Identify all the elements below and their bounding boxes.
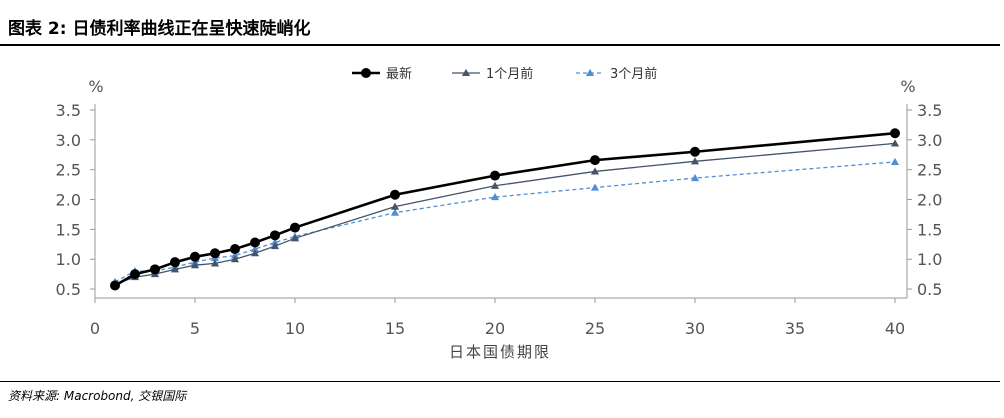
data-point <box>890 139 900 147</box>
data-point <box>110 280 120 291</box>
data-point <box>230 244 240 255</box>
y-tick-label-left: 3.5 <box>56 101 81 120</box>
y-tick-label-right: 1.0 <box>917 250 942 269</box>
series-1 <box>110 139 900 288</box>
legend-label: 1个月前 <box>486 66 533 82</box>
series-0 <box>110 128 900 291</box>
data-point <box>490 193 500 201</box>
y-unit-left: % <box>88 77 103 96</box>
y-tick-label-left: 1.5 <box>56 220 81 239</box>
y-tick-label-left: 1.0 <box>56 250 81 269</box>
data-point <box>190 261 200 269</box>
data-point <box>390 208 400 216</box>
data-point <box>190 251 200 262</box>
legend-marker <box>585 68 595 77</box>
data-point <box>150 264 160 275</box>
series-line <box>114 161 896 283</box>
data-point <box>590 183 600 191</box>
series-line <box>114 142 896 285</box>
y-tick-label-left: 2.5 <box>56 161 81 180</box>
data-point <box>390 202 400 210</box>
x-tick-label: 10 <box>285 319 305 338</box>
y-unit-right: % <box>900 77 915 96</box>
data-point <box>230 255 240 263</box>
x-tick-label: 30 <box>685 319 705 338</box>
data-point <box>590 167 600 175</box>
data-point <box>390 189 400 200</box>
data-point <box>130 269 140 280</box>
y-tick-label-right: 3.0 <box>917 131 942 150</box>
chart-title: 图表 2: 日债利率曲线正在呈快速陡峭化 <box>8 19 311 39</box>
data-point <box>890 128 900 139</box>
data-point <box>890 157 900 165</box>
legend-marker <box>461 68 471 77</box>
legend-item-2: 3个月前 <box>576 66 657 82</box>
data-point <box>270 230 280 241</box>
bottom-rule <box>0 381 1000 382</box>
top-rule <box>0 44 1000 46</box>
data-point <box>690 173 700 182</box>
data-point <box>170 257 180 268</box>
data-point <box>210 248 220 259</box>
y-tick-label-right: 0.5 <box>917 280 942 299</box>
x-tick-label: 40 <box>885 319 905 338</box>
y-tick-label-left: 3.0 <box>56 131 81 150</box>
legend-label: 最新 <box>386 66 412 82</box>
legend-marker <box>361 68 371 78</box>
data-point <box>290 234 300 242</box>
x-tick-label: 25 <box>585 319 605 338</box>
legend-label: 3个月前 <box>610 66 657 82</box>
series-layer <box>110 128 900 291</box>
data-point <box>290 222 300 233</box>
chart-area: 最新 1个月前 3个月前 % % 0.5 0.5 1.0 1.0 1.5 1.5 2.0 2.0 2… <box>56 66 943 361</box>
data-point <box>270 241 280 250</box>
legend-item-0: 最新 <box>352 66 412 82</box>
y-tick-label-right: 3.5 <box>917 101 942 120</box>
data-point <box>170 265 180 273</box>
series-line <box>114 131 896 287</box>
data-point <box>250 249 260 257</box>
data-point <box>490 170 500 181</box>
y-tick-label-left: 0.5 <box>56 280 81 299</box>
x-tick-label: 20 <box>485 319 505 338</box>
data-point <box>590 155 600 166</box>
data-point <box>230 251 240 259</box>
y-tick-label-right: 1.5 <box>917 220 942 239</box>
legend: 最新 1个月前 3个月前 <box>352 66 657 82</box>
data-point <box>270 238 280 246</box>
x-tick-label: 0 <box>90 319 100 338</box>
x-axis-label: 日本国债期限 <box>449 343 551 361</box>
y-tick-label-left: 2.0 <box>56 191 81 210</box>
x-tick-label: 35 <box>785 319 805 338</box>
y-tick-label-right: 2.0 <box>917 191 942 210</box>
axes: 0.5 0.5 1.0 1.0 1.5 1.5 2.0 2.0 2.5 2.5 3.0 3.0 3.5 3… <box>56 101 943 338</box>
x-tick-label: 5 <box>190 319 200 338</box>
data-point <box>690 146 700 157</box>
legend-item-1: 1个月前 <box>452 66 533 82</box>
x-tick-label: 15 <box>385 319 405 338</box>
data-point <box>250 237 260 248</box>
data-point <box>210 259 220 267</box>
data-point <box>690 157 700 165</box>
data-point <box>490 181 500 189</box>
source-note: 资料来源: Macrobond, 交银国际 <box>8 389 187 403</box>
y-tick-label-right: 2.5 <box>917 161 942 180</box>
series-2 <box>110 157 900 285</box>
data-point <box>250 244 260 253</box>
